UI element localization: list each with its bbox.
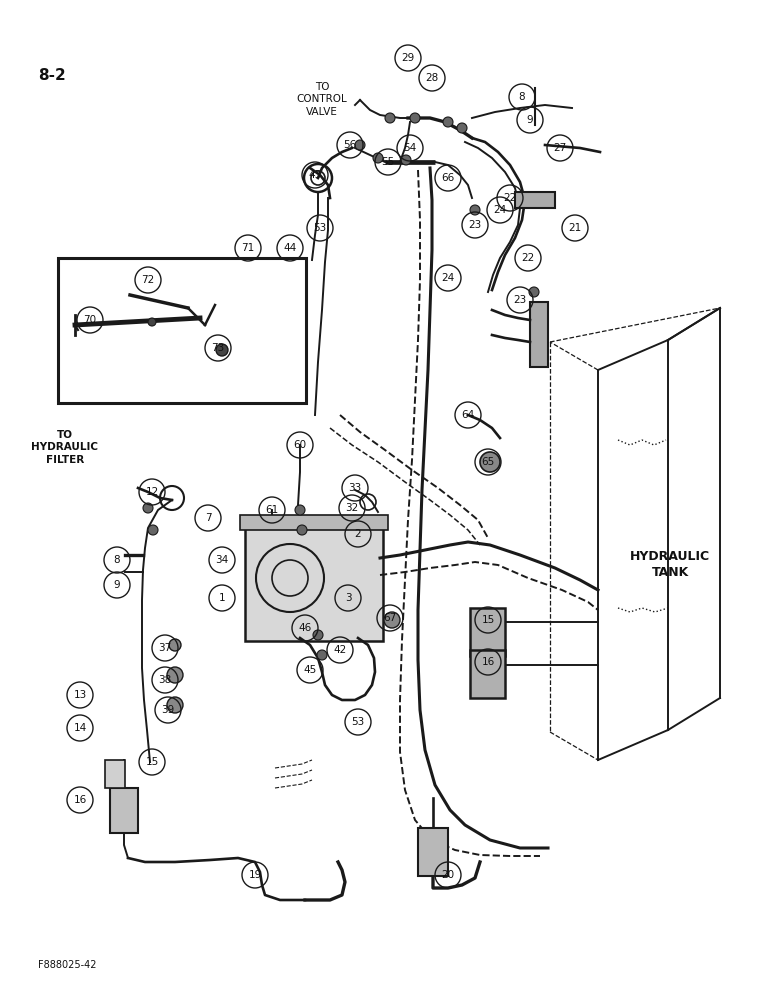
Text: 53: 53 [313, 223, 327, 233]
Text: 33: 33 [348, 483, 361, 493]
Circle shape [529, 287, 539, 297]
Text: 24: 24 [442, 273, 455, 283]
Text: 22: 22 [503, 193, 516, 203]
Bar [470, 650, 505, 698]
Circle shape [143, 503, 153, 513]
Text: 7: 7 [205, 513, 212, 523]
Circle shape [167, 667, 183, 683]
Text: 20: 20 [442, 870, 455, 880]
Circle shape [297, 525, 307, 535]
Text: F888025-42: F888025-42 [38, 960, 96, 970]
Text: TO
CONTROL
VALVE: TO CONTROL VALVE [296, 82, 347, 117]
Text: 34: 34 [215, 555, 229, 565]
Bar [58, 258, 306, 403]
Circle shape [470, 205, 480, 215]
Circle shape [313, 630, 323, 640]
Bar [530, 302, 548, 367]
Text: 60: 60 [293, 440, 306, 450]
Text: 37: 37 [158, 643, 171, 653]
Circle shape [295, 505, 305, 515]
Text: 64: 64 [462, 410, 475, 420]
Text: 22: 22 [521, 253, 535, 263]
Text: 8-2: 8-2 [38, 68, 66, 83]
Text: 24: 24 [493, 205, 506, 215]
Circle shape [457, 123, 467, 133]
Text: 15: 15 [482, 615, 495, 625]
Text: 39: 39 [161, 705, 174, 715]
Text: 15: 15 [145, 757, 158, 767]
Text: 70: 70 [83, 315, 96, 325]
Bar [240, 515, 388, 530]
Circle shape [373, 153, 383, 163]
Text: 8: 8 [113, 555, 120, 565]
Text: 12: 12 [145, 487, 158, 497]
Text: TO
HYDRAULIC
FILTER: TO HYDRAULIC FILTER [32, 430, 99, 465]
Text: 14: 14 [73, 723, 86, 733]
Text: 66: 66 [442, 173, 455, 183]
Circle shape [169, 639, 181, 651]
Text: 54: 54 [404, 143, 417, 153]
Text: 16: 16 [73, 795, 86, 805]
Text: 23: 23 [469, 220, 482, 230]
Bar [110, 788, 138, 833]
Text: 28: 28 [425, 73, 438, 83]
Bar [515, 192, 555, 208]
Circle shape [385, 113, 395, 123]
Text: 9: 9 [527, 115, 533, 125]
Circle shape [443, 117, 453, 127]
Text: 73: 73 [212, 343, 225, 353]
Circle shape [216, 344, 228, 356]
Circle shape [480, 452, 500, 472]
Text: 65: 65 [482, 457, 495, 467]
Text: 56: 56 [344, 140, 357, 150]
Text: 71: 71 [242, 243, 255, 253]
Circle shape [148, 525, 158, 535]
Text: 45: 45 [303, 665, 317, 675]
Text: 13: 13 [73, 690, 86, 700]
Circle shape [317, 650, 327, 660]
Text: 1: 1 [218, 593, 225, 603]
Bar [470, 608, 505, 656]
FancyBboxPatch shape [245, 525, 383, 641]
Text: 29: 29 [401, 53, 415, 63]
Bar [418, 828, 448, 876]
Text: 61: 61 [266, 505, 279, 515]
Text: 8: 8 [519, 92, 525, 102]
Text: 16: 16 [482, 657, 495, 667]
Text: 3: 3 [344, 593, 351, 603]
Text: 9: 9 [113, 580, 120, 590]
Text: 38: 38 [158, 675, 171, 685]
Text: 21: 21 [568, 223, 581, 233]
Circle shape [401, 155, 411, 165]
Circle shape [148, 318, 156, 326]
Text: 72: 72 [141, 275, 154, 285]
Text: 44: 44 [283, 243, 296, 253]
Circle shape [167, 697, 183, 713]
Text: 67: 67 [384, 613, 397, 623]
Circle shape [355, 140, 365, 150]
Text: 32: 32 [345, 503, 359, 513]
Circle shape [384, 612, 400, 628]
Bar [105, 760, 125, 788]
Text: 46: 46 [298, 623, 312, 633]
Text: 53: 53 [351, 717, 364, 727]
Text: 23: 23 [513, 295, 527, 305]
Circle shape [410, 113, 420, 123]
Text: HYDRAULIC
TANK: HYDRAULIC TANK [630, 550, 710, 580]
Text: 43: 43 [308, 170, 322, 180]
Text: 2: 2 [354, 529, 361, 539]
Text: 19: 19 [249, 870, 262, 880]
Text: 27: 27 [554, 143, 567, 153]
Text: 55: 55 [381, 157, 394, 167]
Text: 42: 42 [334, 645, 347, 655]
